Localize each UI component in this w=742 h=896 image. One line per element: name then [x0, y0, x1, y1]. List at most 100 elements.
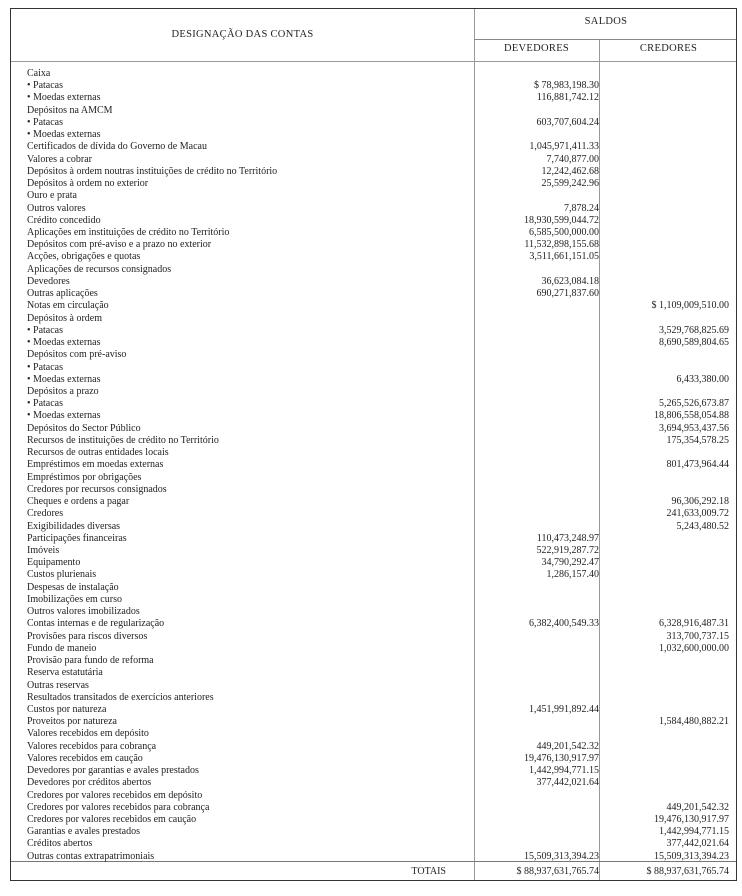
table-row: Credores 241,633,009.72: [11, 508, 736, 520]
debit-value: 36,623,084.18: [541, 275, 600, 287]
table-row: • Moedas externas 8,690,589,804.65: [11, 337, 736, 349]
debit-value: 690,271,837.60: [536, 288, 600, 300]
account-label: Recursos de outras entidades locais: [27, 447, 169, 459]
account-label: Devedores por garantias e avales prestad…: [27, 765, 199, 777]
table-row: Recursos de outras entidades locais: [11, 447, 736, 459]
table-row: • Moedas externas: [11, 129, 736, 141]
debit-value: 11,532,898,155.68: [524, 239, 599, 251]
table-row: Empréstimos por obrigações: [11, 472, 736, 484]
debit-value: $ 78,983,198.30: [534, 80, 599, 92]
credit-value: 8,690,589,804.65: [659, 337, 729, 349]
debit-value: 34,790,292.47: [541, 557, 600, 569]
credit-value: 313,700,737.15: [666, 630, 730, 642]
account-label: Depósitos a prazo: [27, 385, 99, 397]
table-row: Depósitos com pré-aviso: [11, 349, 736, 361]
header-designacao: DESIGNAÇÃO DAS CONTAS: [171, 29, 314, 40]
table-row: Exigibilidades diversas 5,243,480.52: [11, 521, 736, 533]
table-row: Depósitos na AMCM: [11, 105, 736, 117]
credit-value: 3,694,953,437.56: [659, 422, 729, 434]
table-row: • Moedas externas 6,433,380.00: [11, 374, 736, 386]
account-label: Exigibilidades diversas: [27, 520, 121, 532]
credit-value: 6,328,916,487.31: [659, 618, 729, 630]
table-row: Devedores 36,623,084.18: [11, 276, 736, 288]
account-label: Caixa: [27, 68, 51, 79]
account-label: • Moedas externas: [27, 410, 101, 422]
table-row: Acções, obrigações e quotas 3,511,661,151…: [11, 251, 736, 263]
account-label: Depósitos à ordem: [27, 312, 102, 324]
account-label: Imobilizações em curso: [27, 593, 122, 605]
account-label: • Patacas: [27, 324, 63, 336]
table-row: Outras contas extrapatrimoniais 15,509,31…: [11, 851, 736, 863]
table-row: Depósitos à ordem no exterior 25,599,242.…: [11, 178, 736, 190]
account-label: Aplicações de recursos consignados: [27, 263, 172, 275]
table-row: Certificados de dívida do Governo de Mac…: [11, 141, 736, 153]
debit-value: 7,878.24: [564, 202, 599, 214]
table-row: Contas internas e de regularização 6,382,…: [11, 618, 736, 630]
table-row: Resultados transitados de exercícios ant…: [11, 692, 736, 704]
table-row: Caixa: [11, 68, 736, 80]
credit-value: $ 1,109,009,510.00: [651, 300, 730, 312]
credit-value: 241,633,009.72: [666, 508, 730, 520]
account-label: Provisões para riscos diversos: [27, 630, 148, 642]
table-row: Garantias e avales prestados 1,442,994,77…: [11, 826, 736, 838]
table-row: • Patacas 603,707,604.24: [11, 117, 736, 129]
account-label: Empréstimos em moedas externas: [27, 459, 164, 471]
debit-value: 377,442,021.64: [536, 777, 600, 789]
account-label: Certificados de dívida do Governo de Mac…: [27, 141, 207, 153]
debit-value: 6,585,500,000.00: [529, 226, 599, 238]
account-label: Notas em circulação: [27, 300, 109, 312]
table-row: Fundo de maneio 1,032,600,000.00: [11, 643, 736, 655]
account-label: Proveitos por natureza: [27, 716, 117, 728]
account-label: Imóveis: [27, 544, 60, 556]
table-row: Despesas de instalação: [11, 582, 736, 594]
account-label: Créditos abertos: [27, 838, 93, 850]
account-label: Cheques e ordens a pagar: [27, 496, 130, 508]
debit-value: 522,919,287.72: [536, 544, 600, 556]
account-label: Depósitos à ordem no exterior: [27, 178, 149, 190]
table-row: Empréstimos em moedas externas 801,473,96…: [11, 459, 736, 471]
table-row: Ouro e prata: [11, 190, 736, 202]
account-label: Outros valores imobilizados: [27, 606, 140, 618]
table-row: Devedores por garantias e avales prestad…: [11, 765, 736, 777]
credit-value: 18,806,558,054.88: [654, 410, 729, 422]
table-row: Depósitos com pré-aviso e a prazo no ext…: [11, 239, 736, 251]
account-label: Credores: [27, 508, 64, 520]
debit-value: 3,511,661,151.05: [529, 251, 599, 263]
account-label: • Moedas externas: [27, 373, 101, 385]
credit-value: 5,265,526,673.87: [659, 398, 729, 410]
debit-value: 1,442,994,771.15: [529, 765, 599, 777]
account-label: • Moedas externas: [27, 129, 101, 141]
table-row: Outras reservas: [11, 680, 736, 692]
debit-value: 1,451,991,892.44: [529, 703, 599, 715]
account-label: Devedores: [27, 275, 70, 287]
debit-value: 6,382,400,549.33: [529, 618, 599, 630]
table-row: Reserva estatutária: [11, 667, 736, 679]
balance-table: DESIGNAÇÃO DAS CONTAS SALDOS DEVEDORES C…: [10, 8, 737, 881]
table-row: Depósitos à ordem noutras instituições d…: [11, 166, 736, 178]
debit-value: 25,599,242.96: [541, 178, 600, 190]
table-row: Notas em circulação $ 1,109,009,510.00: [11, 300, 736, 312]
account-label: Garantias e avales prestados: [27, 826, 141, 838]
account-label: Recursos de instituições de crédito no T…: [27, 434, 219, 446]
account-label: Credores por recursos consignados: [27, 483, 167, 495]
account-label: Outras aplicações: [27, 288, 98, 300]
account-label: Valores recebidos em caução: [27, 752, 143, 764]
table-row: Provisões para riscos diversos 313,700,73…: [11, 631, 736, 643]
debit-value: 1,286,157.40: [546, 569, 600, 581]
table-row: • Patacas: [11, 362, 736, 374]
table-row: Valores recebidos para cobrança 449,201,5…: [11, 741, 736, 753]
account-label: Contas internas e de regularização: [27, 618, 165, 630]
table-row: • Patacas 3,529,768,825.69: [11, 325, 736, 337]
account-label: Valores recebidos para cobrança: [27, 740, 157, 752]
credit-value: 175,354,578.25: [666, 434, 730, 446]
account-label: Custos por natureza: [27, 703, 107, 715]
credit-value: 377,442,021.64: [666, 838, 730, 850]
table-row: Crédito concedido 18,930,599,044.72: [11, 215, 736, 227]
totals-debit: $ 88,937,631,765.74: [516, 866, 600, 877]
account-label: • Patacas: [27, 361, 63, 373]
debit-value: 110,473,248.97: [536, 532, 599, 544]
totals-line: [11, 861, 736, 862]
account-label: Credores por valores recebidos para cobr…: [27, 801, 210, 813]
credit-value: 801,473,964.44: [666, 459, 730, 471]
account-label: Depósitos à ordem noutras instituições d…: [27, 165, 278, 177]
